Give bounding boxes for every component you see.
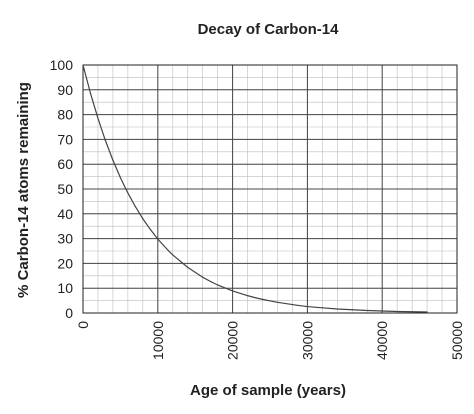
y-tick-label: 30: [57, 231, 73, 247]
data-point: [253, 296, 256, 299]
y-tick-label: 0: [65, 305, 73, 321]
data-point: [202, 276, 204, 278]
data-point: [119, 176, 121, 179]
data-point: [157, 238, 159, 240]
data-point: [97, 117, 99, 119]
data-point: [366, 309, 368, 312]
x-tick-label: 10000: [150, 321, 166, 360]
data-point: [381, 310, 383, 312]
data-point: [210, 281, 213, 283]
data-point: [187, 266, 189, 268]
x-tick-label: 50000: [449, 321, 465, 360]
data-point: [291, 303, 294, 306]
data-point: [246, 295, 249, 297]
chart-title: Decay of Carbon-14: [198, 21, 340, 38]
y-tick-label: 80: [57, 107, 73, 123]
data-point: [89, 92, 92, 94]
data-point: [149, 228, 151, 231]
data-point: [82, 64, 84, 66]
data-point: [168, 250, 170, 252]
data-point: [134, 206, 136, 208]
y-tick-label: 90: [57, 82, 73, 98]
data-point: [276, 301, 279, 303]
data-point: [142, 218, 144, 220]
y-tick-label: 40: [57, 206, 73, 222]
data-point: [336, 308, 338, 310]
data-point: [125, 188, 127, 190]
data-point: [261, 298, 264, 300]
data-point: [232, 290, 234, 292]
series-layer: [82, 64, 428, 313]
x-tick-label: 20000: [225, 321, 241, 360]
data-point: [411, 311, 413, 313]
x-tick-labels: 0 10000 20000 30000 40000 50000: [75, 321, 465, 360]
data-point: [217, 284, 219, 286]
x-tick-label: 40000: [374, 321, 390, 360]
y-tick-label: 100: [50, 57, 74, 73]
data-point: [112, 159, 114, 161]
plot-frame: [82, 64, 458, 314]
x-tick-label: 0: [75, 321, 91, 329]
y-tick-label: 70: [57, 131, 73, 147]
y-axis-label: % Carbon-14 atoms remaining: [15, 82, 32, 298]
x-tick-label: 30000: [299, 321, 315, 360]
x-axis-label: Age of sample (years): [190, 382, 346, 399]
data-point: [321, 307, 323, 309]
data-point: [351, 309, 353, 311]
data-point: [296, 304, 298, 306]
data-point: [426, 311, 428, 313]
y-tick-labels: 0 10 20 30 40 50 60 70 80 90 100: [50, 57, 74, 321]
data-point: [396, 310, 398, 313]
series-line: [82, 64, 428, 313]
y-tick-label: 50: [57, 181, 73, 197]
y-tick-label: 60: [57, 156, 73, 172]
data-point: [127, 192, 129, 194]
data-point: [104, 140, 107, 142]
data-point: [306, 305, 308, 308]
data-point: [172, 254, 174, 256]
y-tick-label: 10: [57, 280, 73, 296]
y-tick-label: 20: [57, 255, 73, 271]
